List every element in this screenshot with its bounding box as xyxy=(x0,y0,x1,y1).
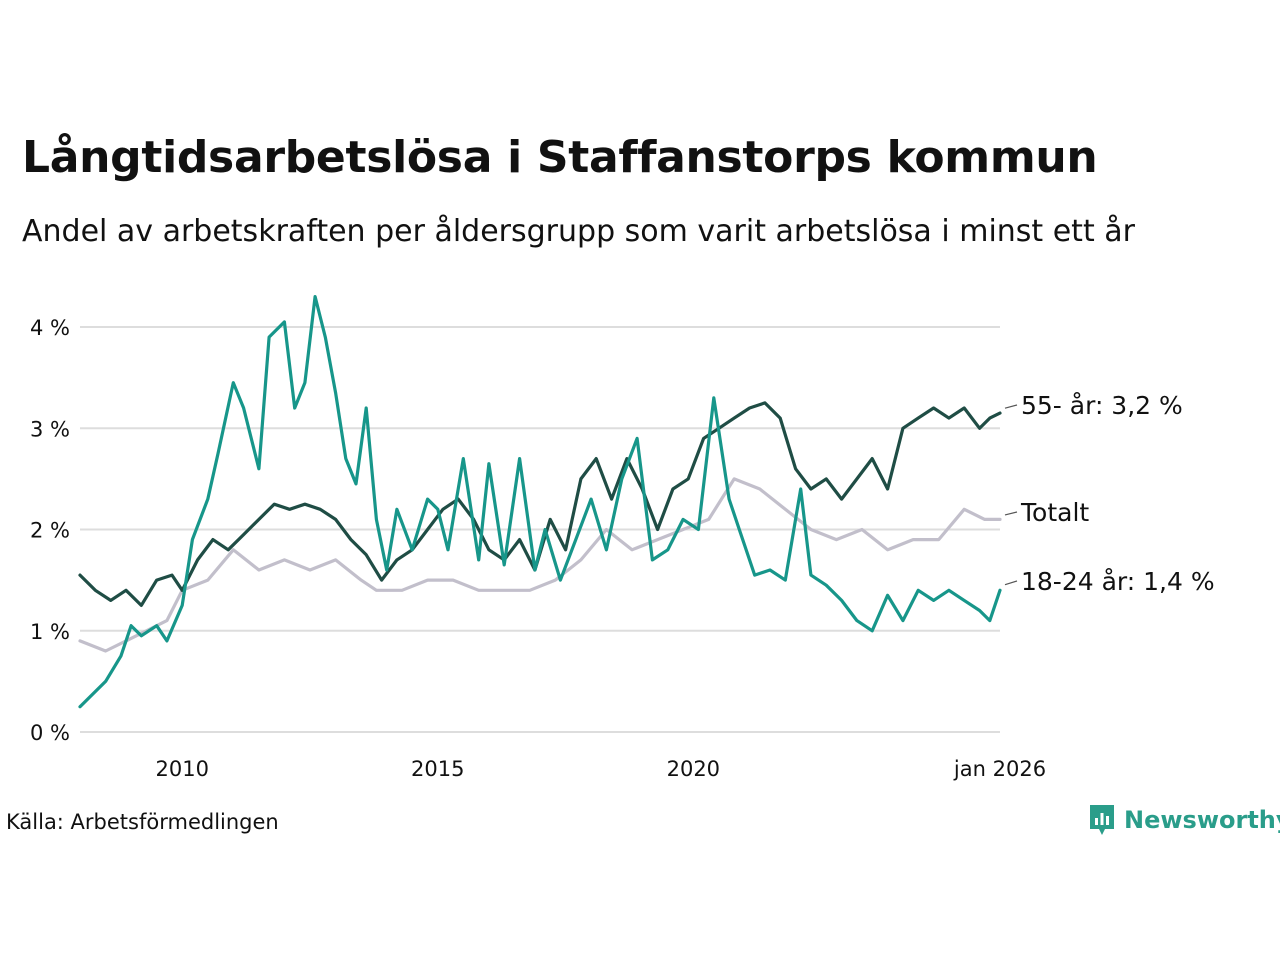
end-label-55: 55- år: 3,2 % xyxy=(1021,391,1183,420)
y-tick-label: 4 % xyxy=(30,316,70,340)
y-tick-label: 1 % xyxy=(30,620,70,644)
series-lines xyxy=(78,295,1002,709)
end-label-leader xyxy=(1004,511,1018,516)
y-axis-ticks: 0 % 1 % 2 % 3 % 4 % xyxy=(30,316,70,745)
x-tick-label: jan 2026 xyxy=(953,757,1046,781)
y-tick-label: 0 % xyxy=(30,721,70,745)
x-tick-label: 2010 xyxy=(155,757,208,781)
x-tick-label: 2015 xyxy=(411,757,464,781)
source-note: Källa: Arbetsförmedlingen xyxy=(6,810,279,834)
brand-name: Newsworthy xyxy=(1124,806,1280,834)
series-line-total xyxy=(78,477,1002,653)
y-tick-label: 3 % xyxy=(30,417,70,441)
gridlines xyxy=(80,326,1000,733)
series-line-55 xyxy=(78,401,1002,608)
end-label-total: Totalt xyxy=(1020,498,1089,527)
brand-logo: Newsworthy xyxy=(1088,803,1280,837)
y-tick-label: 2 % xyxy=(30,519,70,543)
chart-subtitle: Andel av arbetskraften per åldersgrupp s… xyxy=(22,214,1135,249)
end-label-1824: 18-24 år: 1,4 % xyxy=(1021,567,1215,596)
series-end-labels: Totalt 55- år: 3,2 % 18-24 år: 1,4 % xyxy=(1004,391,1215,596)
chart-title: Långtidsarbetslösa i Staffanstorps kommu… xyxy=(22,132,1098,183)
x-axis-ticks: 2010 2015 2020 jan 2026 xyxy=(155,757,1046,781)
end-label-leader xyxy=(1004,580,1018,586)
end-label-leader xyxy=(1004,404,1018,409)
x-tick-label: 2020 xyxy=(667,757,720,781)
series-line-1824 xyxy=(78,295,1002,709)
newsworthy-logo-icon xyxy=(1090,805,1114,835)
